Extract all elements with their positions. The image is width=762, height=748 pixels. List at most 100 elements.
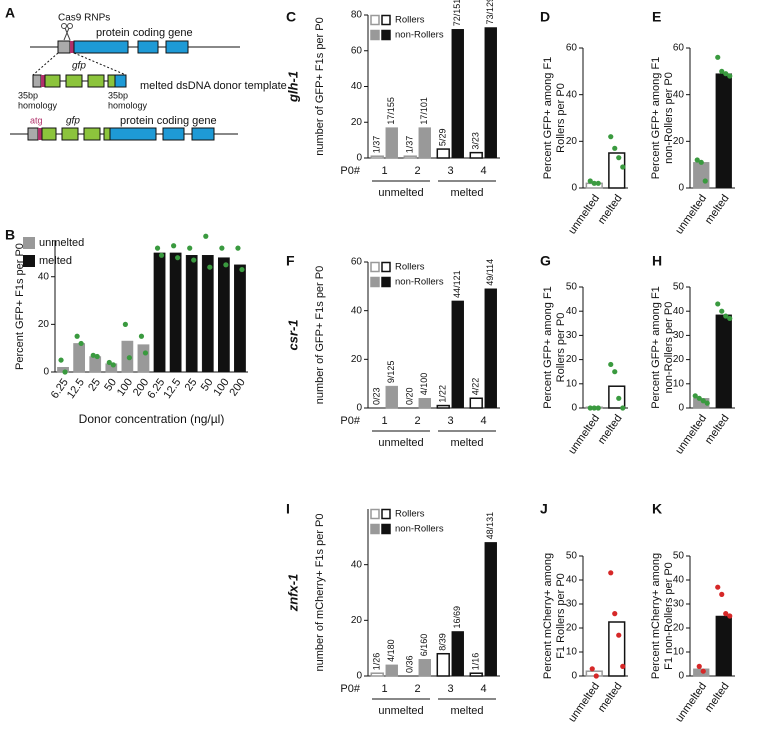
- bar: [451, 631, 464, 677]
- panel-letter: J: [540, 501, 548, 517]
- y-tick-label: 20: [566, 623, 578, 634]
- y-axis-label: number of GFP+ F1s per P0: [314, 17, 326, 155]
- bar: [418, 659, 431, 677]
- start-marker: [41, 75, 45, 87]
- x-tick-label: melted: [703, 413, 732, 447]
- bar-value-label: 0/36: [405, 655, 415, 673]
- panel-letter: E: [652, 9, 661, 25]
- gfp-exon: [61, 127, 79, 141]
- bar: [385, 127, 398, 159]
- bar: [137, 344, 150, 373]
- gfp-exon: [103, 127, 111, 141]
- bar-value-label: 0/23: [372, 387, 382, 405]
- gene-label: protein coding gene: [120, 115, 217, 127]
- homology-label: homology: [18, 100, 58, 110]
- y-tick-label: 0: [43, 367, 49, 378]
- legend-swatch: [381, 29, 391, 41]
- replicate-point: [727, 315, 733, 322]
- replicate-point: [692, 393, 698, 399]
- bar: [418, 398, 431, 409]
- replicate-point: [612, 611, 618, 617]
- replicate-point: [154, 245, 161, 251]
- bar: [715, 73, 732, 189]
- legend-swatch: [381, 523, 391, 535]
- y-axis-label: Percent GFP+ among F1: [650, 286, 662, 409]
- homology-label: 35bp: [108, 90, 128, 100]
- cas9-label: Cas9 RNPs: [58, 13, 110, 24]
- y-tick-label: 40: [566, 575, 578, 586]
- replicate-point: [616, 155, 622, 161]
- legend-swatch: [370, 261, 380, 273]
- replicate-point: [700, 668, 706, 674]
- replicate-point: [58, 357, 64, 363]
- replicate-point: [62, 369, 68, 375]
- replicate-point: [620, 405, 626, 411]
- y-tick-label: 20: [351, 117, 363, 128]
- bar-value-label: 5/29: [438, 129, 448, 147]
- y-tick-label: 0: [571, 403, 577, 414]
- bar: [385, 385, 398, 409]
- replicate-point: [158, 252, 165, 258]
- replicate-point: [138, 333, 145, 339]
- x-tick-label: unmelted: [566, 413, 602, 457]
- donor-label: melted dsDNA donor template: [140, 80, 287, 92]
- replicate-point: [171, 243, 177, 249]
- legend-swatch: [370, 29, 380, 41]
- bar: [484, 288, 497, 409]
- panel-a-diagram: A Cas9 RNPs protein coding gene gfp melt…: [5, 5, 287, 141]
- legend-label: non-Rollers: [395, 277, 444, 288]
- bar: [370, 672, 384, 677]
- replicate-point: [616, 632, 622, 638]
- bar: [436, 404, 450, 409]
- legend-swatch: [23, 255, 35, 267]
- bar: [469, 397, 483, 409]
- replicate-point: [74, 333, 80, 339]
- replicate-point: [78, 340, 84, 347]
- y-tick-label: 0: [678, 183, 684, 194]
- replicate-point: [90, 352, 96, 358]
- y-axis-label: F1 Rollers per P0: [555, 573, 567, 659]
- bar: [484, 27, 497, 159]
- replicate-point: [719, 68, 725, 74]
- replicate-point: [207, 264, 213, 270]
- x-tick-label: 25: [86, 377, 103, 394]
- y-axis-label: Rollers per P0: [555, 83, 567, 153]
- exon: [162, 127, 185, 141]
- x-tick-label: 200: [227, 377, 247, 399]
- x-tick-label: 100: [115, 377, 135, 399]
- replicate-point: [219, 245, 225, 251]
- start-marker: [70, 41, 74, 53]
- replicate-point: [702, 178, 708, 184]
- bar: [436, 652, 450, 677]
- bar: [217, 257, 230, 373]
- bar-value-label: 72/151: [452, 0, 462, 26]
- bar: [469, 151, 483, 159]
- y-tick-label: 40: [38, 271, 50, 282]
- x-tick-label: 25: [183, 377, 200, 394]
- y-axis-label: number of GFP+ F1s per P0: [314, 266, 326, 404]
- homology-label: 35bp: [18, 90, 38, 100]
- exon-gray: [57, 40, 71, 54]
- replicate-point: [595, 405, 601, 411]
- x-tick-label: 1: [381, 165, 387, 177]
- y-tick-label: 20: [673, 136, 685, 147]
- y-tick-label: 50: [566, 282, 578, 293]
- group-label: unmelted: [378, 437, 423, 449]
- y-tick-label: 0: [356, 153, 362, 164]
- panel-letter: F: [286, 253, 295, 269]
- replicate-point: [608, 570, 614, 576]
- y-axis-label: Percent mCherry+ among: [542, 553, 554, 679]
- x-tick-label: 50: [102, 377, 119, 394]
- bar-value-label: 1/37: [405, 136, 415, 154]
- bar-value-label: 0/20: [405, 387, 415, 405]
- exon-gray: [27, 127, 39, 141]
- bar-value-label: 3/23: [471, 132, 481, 150]
- y-tick-label: 60: [673, 43, 685, 54]
- y-tick-label: 10: [566, 647, 578, 658]
- bar: [484, 542, 497, 677]
- legend-label: non-Rollers: [395, 524, 444, 535]
- replicate-point: [723, 313, 729, 319]
- replicate-point: [142, 350, 149, 356]
- replicate-point: [223, 262, 229, 268]
- y-tick-label: 0: [356, 403, 362, 414]
